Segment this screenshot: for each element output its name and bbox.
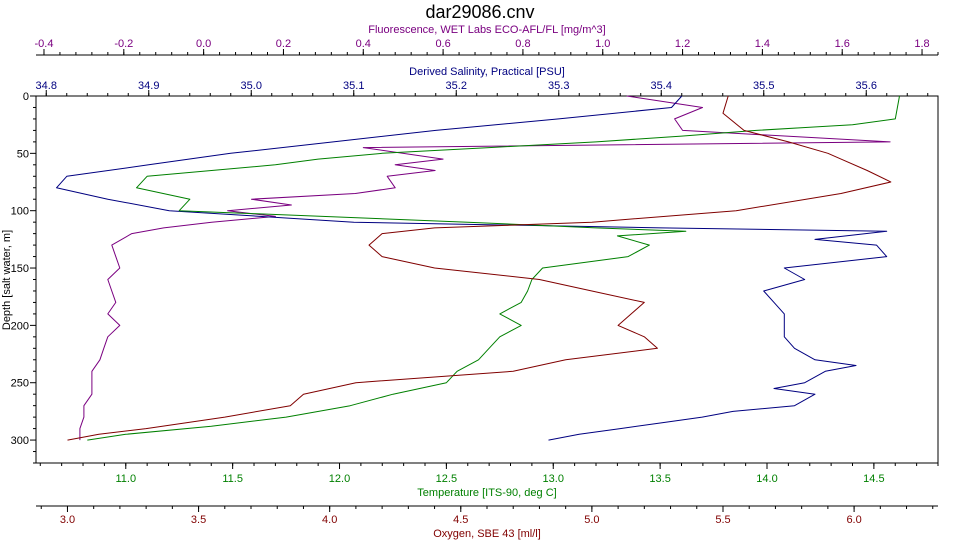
- series-layer: [56, 95, 900, 441]
- y-tick-label: 150: [11, 263, 29, 275]
- fluorescence-tick-label: 0.6: [435, 38, 450, 50]
- y-tick-label: 0: [23, 91, 29, 103]
- oxygen-tick-label: 3.0: [60, 514, 75, 526]
- y-tick-label: 50: [17, 148, 29, 160]
- temperature-tick-label: 11.5: [222, 473, 243, 485]
- salinity-tick-label: 35.3: [548, 80, 569, 92]
- oxygen-series-line: [67, 95, 892, 441]
- fluorescence-tick-label: 0.2: [276, 38, 291, 50]
- temperature-tick-label: 14.5: [863, 473, 884, 485]
- temperature-axis-title: Temperature [ITS-90, deg C]: [417, 487, 556, 499]
- temperature-tick-label: 12.5: [436, 473, 457, 485]
- temperature-tick-label: 12.0: [329, 473, 350, 485]
- salinity-tick-label: 34.8: [36, 80, 57, 92]
- temperature-series-line: [87, 95, 900, 441]
- fluorescence-tick-label: 1.8: [914, 38, 929, 50]
- oxygen-tick-label: 5.0: [584, 514, 599, 526]
- fluorescence-tick-label: -0.4: [34, 38, 53, 50]
- oxygen-tick-label: 4.5: [453, 514, 468, 526]
- y-tick-label: 300: [11, 435, 29, 447]
- oxygen-tick-label: 6.0: [846, 514, 861, 526]
- y-axis-label: Depth [salt water, m]: [1, 230, 13, 330]
- fluorescence-axis-title: Fluorescence, WET Labs ECO-AFL/FL [mg/m^…: [368, 24, 605, 36]
- temperature-tick-label: 11.0: [115, 473, 136, 485]
- fluorescence-tick-label: 1.4: [755, 38, 770, 50]
- salinity-tick-label: 34.9: [138, 80, 159, 92]
- fluorescence-tick-label: 1.6: [835, 38, 850, 50]
- fluorescence-tick-label: 1.0: [595, 38, 610, 50]
- oxygen-axis-title: Oxygen, SBE 43 [ml/l]: [433, 528, 541, 540]
- salinity-tick-label: 35.4: [651, 80, 672, 92]
- salinity-tick-label: 35.5: [753, 80, 774, 92]
- fluorescence-series-line: [79, 95, 891, 441]
- y-tick-label: 250: [11, 378, 29, 390]
- y-tick-label: 200: [11, 320, 29, 332]
- fluorescence-tick-label: 0.8: [515, 38, 530, 50]
- oxygen-tick-label: 4.0: [322, 514, 337, 526]
- fluorescence-tick-label: -0.2: [114, 38, 133, 50]
- oxygen-tick-label: 5.5: [715, 514, 730, 526]
- salinity-tick-label: 35.1: [343, 80, 364, 92]
- oxygen-tick-label: 3.5: [191, 514, 206, 526]
- chart-title: dar29086.cnv: [425, 2, 534, 22]
- temperature-tick-label: 14.0: [756, 473, 777, 485]
- salinity-axis-title: Derived Salinity, Practical [PSU]: [409, 66, 565, 78]
- fluorescence-tick-label: 0.0: [196, 38, 211, 50]
- temperature-tick-label: 13.0: [543, 473, 564, 485]
- fluorescence-tick-label: 0.4: [356, 38, 371, 50]
- temperature-tick-label: 13.5: [649, 473, 670, 485]
- fluorescence-tick-label: 1.2: [675, 38, 690, 50]
- salinity-series-line: [56, 95, 888, 441]
- y-tick-label: 100: [11, 206, 29, 218]
- salinity-tick-label: 35.6: [856, 80, 877, 92]
- salinity-tick-label: 35.2: [446, 80, 467, 92]
- salinity-tick-label: 35.0: [241, 80, 262, 92]
- axes-layer: -0.4 -0.2 0.0 0.2 0.4 0.6 0.8 1.0 1.2 1.4 1.6 1.8 Fl…: [11, 24, 939, 540]
